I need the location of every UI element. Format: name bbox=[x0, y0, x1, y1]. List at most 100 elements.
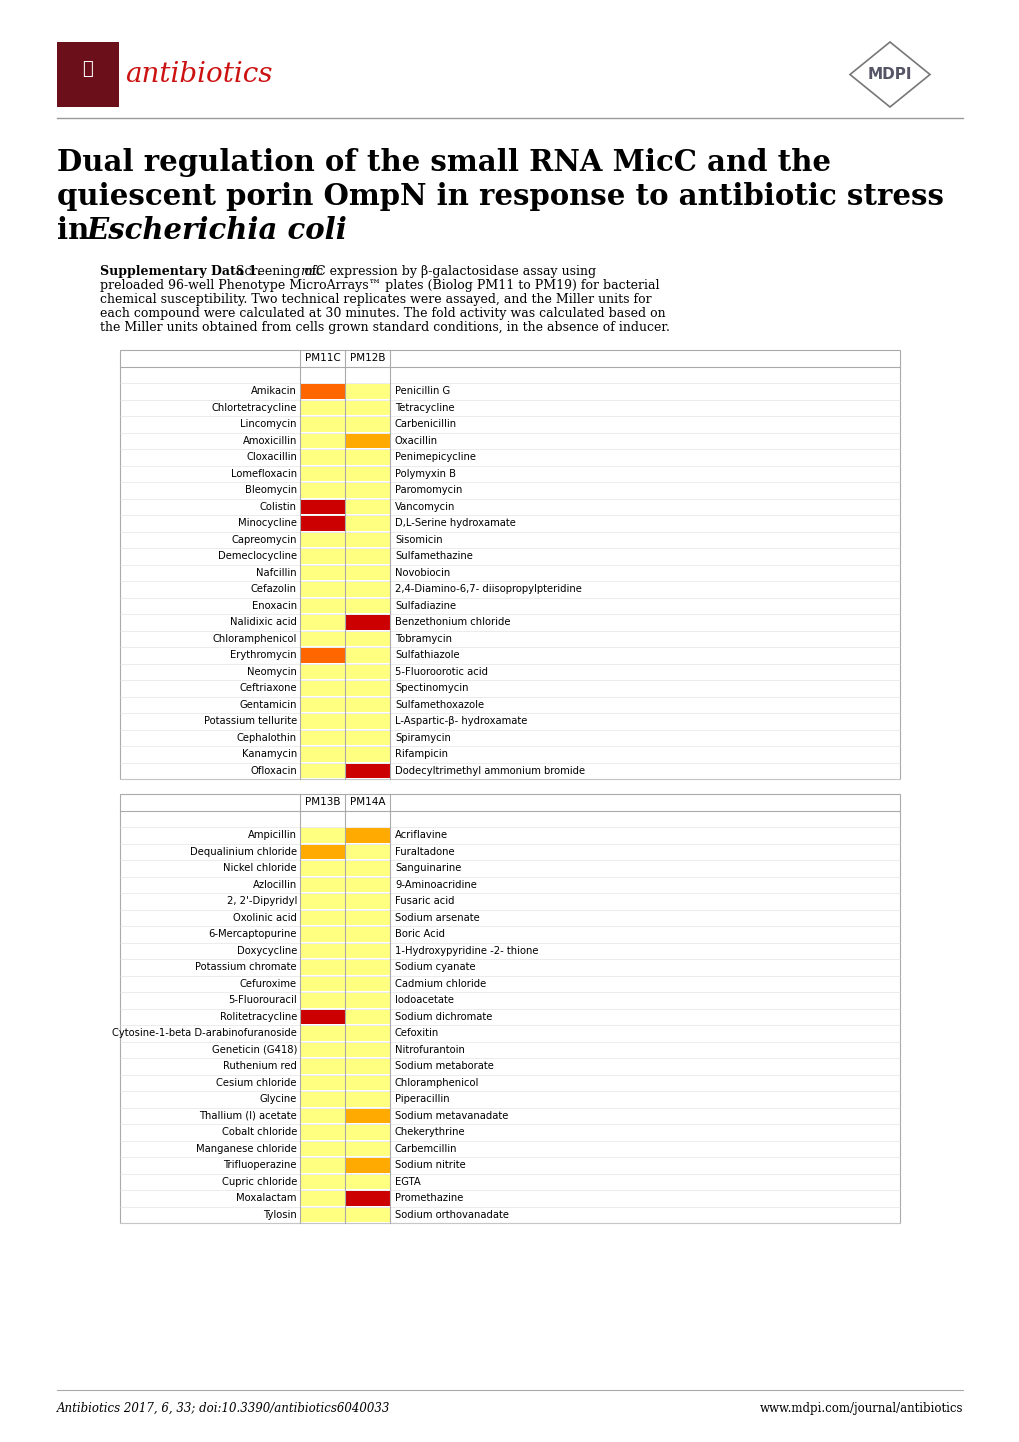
Bar bbox=[344, 878, 389, 893]
Bar bbox=[344, 1109, 389, 1123]
Bar bbox=[300, 1158, 344, 1172]
Text: Fusaric acid: Fusaric acid bbox=[394, 897, 454, 906]
Text: Sodium dichromate: Sodium dichromate bbox=[394, 1012, 492, 1022]
Text: 5-Fluorouracil: 5-Fluorouracil bbox=[228, 995, 297, 1005]
Text: Cytosine-1-beta D-arabinofuranoside: Cytosine-1-beta D-arabinofuranoside bbox=[112, 1028, 297, 1038]
Bar bbox=[344, 763, 389, 779]
Text: quiescent porin OmpN in response to antibiotic stress: quiescent porin OmpN in response to anti… bbox=[57, 182, 943, 211]
Text: Iodoacetate: Iodoacetate bbox=[394, 995, 453, 1005]
Bar bbox=[344, 828, 389, 842]
Text: Demeclocycline: Demeclocycline bbox=[218, 551, 297, 561]
Text: Sodium arsenate: Sodium arsenate bbox=[394, 913, 479, 923]
Bar bbox=[300, 894, 344, 908]
Text: Cefoxitin: Cefoxitin bbox=[394, 1028, 439, 1038]
Text: Cephalothin: Cephalothin bbox=[236, 733, 297, 743]
Bar bbox=[300, 960, 344, 975]
Bar bbox=[344, 1092, 389, 1106]
Bar bbox=[300, 910, 344, 924]
Text: 9-Aminoacridine: 9-Aminoacridine bbox=[394, 880, 477, 890]
Text: antibiotics: antibiotics bbox=[125, 61, 272, 88]
Text: Spectinomycin: Spectinomycin bbox=[394, 684, 468, 694]
Bar bbox=[344, 1009, 389, 1024]
Bar bbox=[344, 467, 389, 482]
Text: MDPI: MDPI bbox=[867, 66, 911, 82]
Text: Carbemcillin: Carbemcillin bbox=[394, 1144, 458, 1154]
Text: Cefazolin: Cefazolin bbox=[251, 584, 297, 594]
Text: 2, 2'-Dipyridyl: 2, 2'-Dipyridyl bbox=[226, 897, 297, 906]
Text: Nitrofurantoin: Nitrofurantoin bbox=[394, 1045, 465, 1054]
Text: Bleomycin: Bleomycin bbox=[245, 486, 297, 495]
Bar bbox=[300, 731, 344, 746]
Text: Capreomycin: Capreomycin bbox=[231, 535, 297, 545]
Text: L-Aspartic-β- hydroxamate: L-Aspartic-β- hydroxamate bbox=[394, 717, 527, 727]
Text: Gentamicin: Gentamicin bbox=[239, 699, 297, 709]
Text: Dual regulation of the small RNA MicC and the: Dual regulation of the small RNA MicC an… bbox=[57, 149, 830, 177]
Bar bbox=[300, 1092, 344, 1106]
Bar bbox=[300, 549, 344, 564]
Text: Cadmium chloride: Cadmium chloride bbox=[394, 979, 486, 989]
Bar bbox=[300, 598, 344, 613]
Text: Spiramycin: Spiramycin bbox=[394, 733, 450, 743]
Bar bbox=[344, 499, 389, 513]
Text: Sodium cyanate: Sodium cyanate bbox=[394, 962, 475, 972]
Bar bbox=[300, 384, 344, 398]
Text: Chekerythrine: Chekerythrine bbox=[394, 1128, 465, 1138]
Text: Cefuroxime: Cefuroxime bbox=[239, 979, 297, 989]
Bar bbox=[344, 384, 389, 398]
Bar bbox=[300, 665, 344, 679]
Bar bbox=[344, 483, 389, 497]
Text: Lincomycin: Lincomycin bbox=[240, 420, 297, 430]
Bar bbox=[344, 927, 389, 942]
Text: Nafcillin: Nafcillin bbox=[256, 568, 297, 578]
Text: Lomefloxacin: Lomefloxacin bbox=[230, 469, 297, 479]
Text: Dodecyltrimethyl ammonium bromide: Dodecyltrimethyl ammonium bromide bbox=[394, 766, 585, 776]
Bar bbox=[344, 845, 389, 859]
Text: Chloramphenicol: Chloramphenicol bbox=[394, 1077, 479, 1087]
Bar bbox=[300, 878, 344, 893]
Bar bbox=[300, 647, 344, 662]
Text: preloaded 96-well Phenotype MicroArrays™ plates (Biolog PM11 to PM19) for bacter: preloaded 96-well Phenotype MicroArrays™… bbox=[100, 278, 659, 291]
Text: 6-Mercaptopurine: 6-Mercaptopurine bbox=[208, 929, 297, 939]
Text: EGTA: EGTA bbox=[394, 1177, 421, 1187]
Bar bbox=[344, 1125, 389, 1139]
Bar bbox=[300, 698, 344, 712]
Bar bbox=[344, 583, 389, 597]
Bar bbox=[344, 565, 389, 580]
Text: Nickel chloride: Nickel chloride bbox=[223, 864, 297, 874]
Text: Rifampicin: Rifampicin bbox=[394, 750, 447, 760]
Text: Sulfathiazole: Sulfathiazole bbox=[394, 650, 460, 660]
Bar bbox=[300, 1125, 344, 1139]
Text: Rolitetracycline: Rolitetracycline bbox=[219, 1012, 297, 1022]
Bar bbox=[300, 747, 344, 761]
Bar bbox=[300, 1109, 344, 1123]
Text: Paromomycin: Paromomycin bbox=[394, 486, 462, 495]
Text: Sulfamethoxazole: Sulfamethoxazole bbox=[394, 699, 484, 709]
Text: the Miller units obtained from cells grown standard conditions, in the absence o: the Miller units obtained from cells gro… bbox=[100, 322, 669, 335]
Bar bbox=[344, 976, 389, 991]
Bar bbox=[300, 1191, 344, 1206]
Bar bbox=[344, 1027, 389, 1041]
Bar bbox=[120, 795, 899, 1223]
Text: C expression by β-galactosidase assay using: C expression by β-galactosidase assay us… bbox=[316, 265, 595, 278]
Text: Sulfadiazine: Sulfadiazine bbox=[394, 601, 455, 611]
Bar bbox=[300, 861, 344, 875]
Text: Antibiotics 2017, 6, 33; doi:10.3390/antibiotics6040033: Antibiotics 2017, 6, 33; doi:10.3390/ant… bbox=[57, 1402, 390, 1415]
Bar bbox=[300, 1174, 344, 1190]
Text: in: in bbox=[57, 216, 99, 245]
Bar bbox=[344, 960, 389, 975]
Bar bbox=[300, 483, 344, 497]
Bar bbox=[300, 845, 344, 859]
Bar bbox=[344, 943, 389, 957]
Bar bbox=[300, 614, 344, 630]
Bar bbox=[344, 681, 389, 695]
Text: Geneticin (G418): Geneticin (G418) bbox=[211, 1045, 297, 1054]
Text: 2,4-Diamino-6,7- diisopropylpteridine: 2,4-Diamino-6,7- diisopropylpteridine bbox=[394, 584, 581, 594]
Bar bbox=[344, 994, 389, 1008]
Bar bbox=[344, 1142, 389, 1156]
Text: Ceftriaxone: Ceftriaxone bbox=[239, 684, 297, 694]
Text: Penicillin G: Penicillin G bbox=[394, 386, 449, 397]
Text: PM14A: PM14A bbox=[350, 797, 385, 808]
Text: Carbenicillin: Carbenicillin bbox=[394, 420, 457, 430]
Bar bbox=[344, 1207, 389, 1221]
Bar bbox=[344, 401, 389, 415]
